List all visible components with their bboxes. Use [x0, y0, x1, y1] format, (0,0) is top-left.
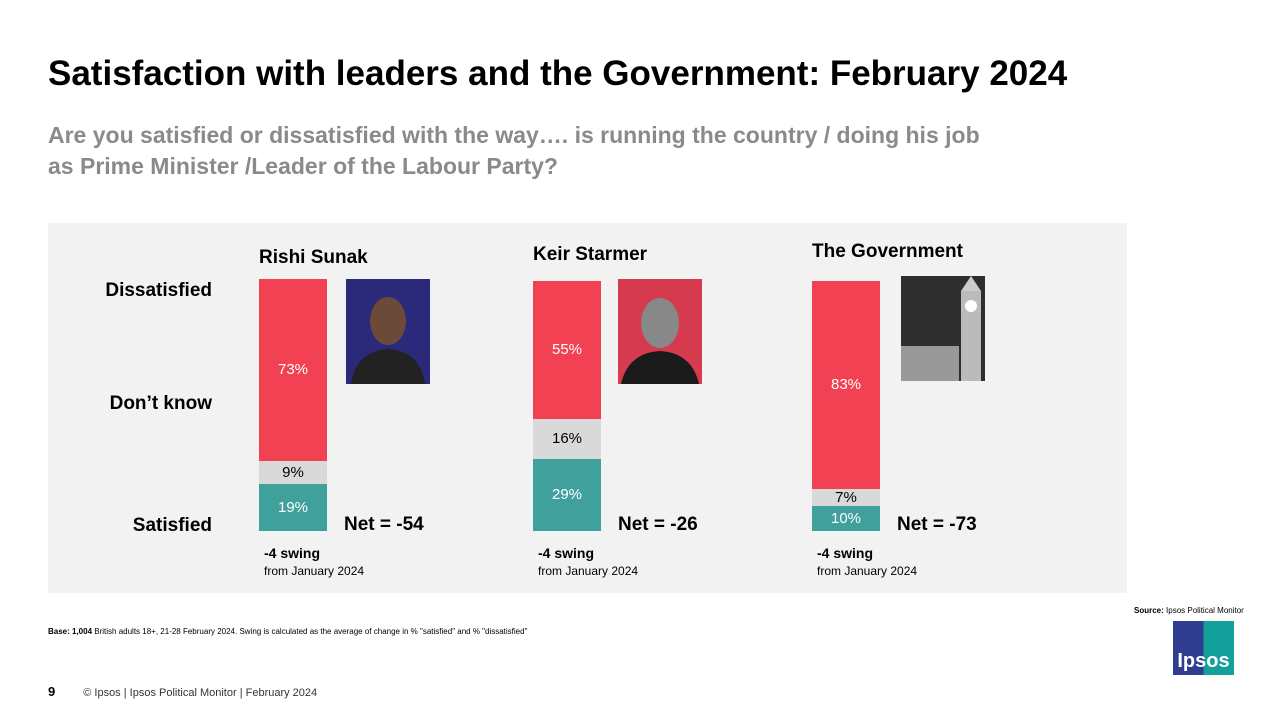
footer: 9 © Ipsos | Ipsos Political Monitor | Feb…: [48, 684, 317, 699]
swing-label: -4 swing: [538, 545, 595, 561]
subtitle-line-1: Are you satisfied or dissatisfied with t…: [48, 122, 980, 148]
big-ben-photo: [901, 276, 985, 381]
swing-label: -4 swing: [817, 545, 874, 561]
source-note: Source: Ipsos Political Monitor: [1134, 606, 1244, 615]
swing-from-label: from January 2024: [264, 564, 365, 578]
category-label: The Government: [812, 241, 963, 262]
page-number: 9: [48, 684, 56, 699]
bar-segment-satisfied: 29%: [533, 458, 601, 531]
rishi-sunak-photo: [346, 279, 430, 384]
base-note: Base: 1,004 British adults 18+, 21-28 Fe…: [48, 627, 527, 636]
bar-segment-dissatisfied: 55%: [533, 281, 601, 419]
bar-segment-don-t-know: 16%: [533, 418, 601, 459]
row-label-dont-know: Don’t know: [109, 393, 212, 414]
bar-segment-don-t-know: 7%: [812, 488, 880, 506]
footer-text: © Ipsos | Ipsos Political Monitor | Febr…: [83, 687, 318, 699]
bar-segment-don-t-know: 9%: [259, 461, 327, 484]
source-label: Source:: [1134, 606, 1164, 615]
subtitle: Are you satisfied or dissatisfied with t…: [48, 120, 1048, 182]
net-label: Net = -73: [897, 514, 977, 535]
bar-segment-satisfied: 10%: [812, 506, 880, 531]
base-text: British adults 18+, 21-28 February 2024.…: [92, 627, 528, 636]
subtitle-line-2: as Prime Minister /Leader of the Labour …: [48, 153, 558, 179]
net-label: Net = -54: [344, 514, 424, 535]
swing-from-label: from January 2024: [817, 564, 918, 578]
swing-from-label: from January 2024: [538, 564, 639, 578]
row-label-satisfied: Satisfied: [132, 515, 212, 536]
row-label-dissatisfied: Dissatisfied: [105, 280, 212, 301]
keir-starmer-photo: [618, 279, 702, 384]
category-label: Keir Starmer: [533, 244, 648, 265]
bar-segment-satisfied: 19%: [259, 483, 327, 531]
net-label: Net = -26: [618, 514, 698, 535]
page-title: Satisfaction with leaders and the Govern…: [48, 54, 1068, 93]
bar-segment-dissatisfied: 73%: [259, 278, 327, 461]
swing-label: -4 swing: [264, 545, 321, 561]
category-label: Rishi Sunak: [259, 247, 368, 268]
base-label: Base: 1,004: [48, 627, 93, 636]
ipsos-logo: Ipsos: [1173, 621, 1234, 675]
source-text: Ipsos Political Monitor: [1163, 606, 1244, 615]
bar-segment-dissatisfied: 83%: [812, 281, 880, 489]
